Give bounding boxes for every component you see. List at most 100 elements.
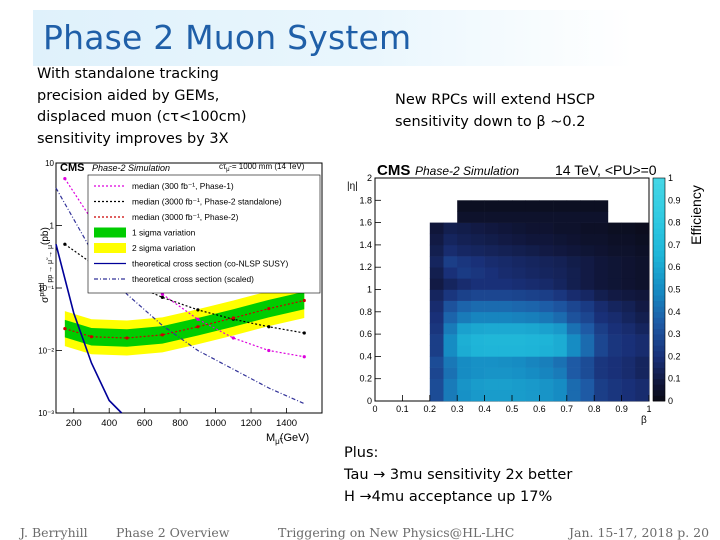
plus-line-prefix: H	[344, 489, 360, 505]
heatmap-cell	[621, 300, 636, 313]
plus-line-prefix: Tau	[344, 467, 374, 483]
heatmap-cell	[443, 256, 458, 268]
heatmap-cell	[443, 233, 458, 246]
heatmap-cell	[635, 322, 650, 335]
footer-date-page: Jan. 15-17, 2018 p. 20	[569, 525, 710, 540]
colorbar-segment	[653, 205, 665, 212]
heatmap-cell	[566, 322, 581, 335]
heatmap-cell	[635, 356, 650, 368]
heatmap-cell	[566, 345, 581, 357]
heatmap-cell	[484, 211, 499, 223]
cms-label: CMS	[60, 162, 84, 174]
x-tick-label: 0.7	[561, 404, 574, 414]
plus-line-higgs: H →4mu acceptance up 17%	[344, 486, 664, 508]
heatmap-cell	[498, 378, 513, 391]
heatmap-cell	[553, 267, 568, 279]
series-line	[64, 299, 305, 339]
heatmap-cell	[484, 367, 499, 379]
heatmap-cell	[553, 278, 568, 290]
colorbar-tick-label: 0.3	[668, 329, 681, 339]
heatmap-cell	[594, 244, 609, 257]
heatmap-cell	[539, 367, 554, 379]
y-axis-process: pp → μ̃ → μ	[47, 245, 54, 283]
x-tick-label: 0.8	[588, 404, 601, 414]
series-point	[196, 308, 200, 312]
heatmap-cell	[470, 200, 485, 212]
series-point	[63, 242, 67, 246]
heatmap-cell	[607, 222, 622, 235]
heatmap-cell	[580, 267, 595, 279]
colorbar-tick-label: 1	[668, 173, 673, 183]
one-sigma-band	[64, 291, 305, 347]
heatmap-cell	[566, 367, 581, 379]
y-axis-label: σprodpp → μ̃ → μ(pb)	[39, 227, 54, 303]
heatmap-cell	[457, 200, 472, 212]
heatmap-cell	[525, 233, 540, 246]
heatmap-cell	[512, 378, 526, 391]
heatmap-cell	[553, 345, 568, 357]
heatmap-cell	[498, 278, 513, 290]
heatmap-cell	[470, 256, 485, 268]
y-axis-prod: prod	[39, 283, 46, 297]
legend-entry: 1 sigma variation	[132, 228, 196, 238]
heatmap-cell	[429, 267, 444, 279]
heatmap-cell	[566, 356, 581, 368]
heatmap-cell	[457, 300, 472, 313]
heatmap-cell	[580, 334, 595, 346]
heatmap-cell	[580, 311, 595, 324]
legend-entry: median (3000 fb⁻¹, Phase-2)	[132, 212, 239, 222]
heatmap-cell	[429, 289, 444, 301]
colorbar-segment	[653, 272, 665, 279]
colorbar-segment	[653, 317, 665, 324]
heatmap-cell	[553, 322, 568, 335]
heatmap-cell	[607, 322, 622, 335]
colorbar-segment	[653, 256, 665, 263]
heatmap-cell	[635, 311, 650, 324]
heatmap-cell	[635, 378, 650, 391]
heatmap-cell	[566, 278, 581, 290]
heatmap-cell	[498, 256, 513, 268]
heatmap-cell	[512, 267, 526, 279]
colorbar-segment	[653, 300, 665, 307]
heatmap-cell	[621, 345, 636, 357]
heatmap-cell	[512, 367, 526, 379]
heatmap-cell	[553, 300, 568, 313]
heatmap-cell	[498, 334, 513, 346]
y-tick-label: 10⁻²	[38, 347, 54, 356]
simulation-label: Phase-2 Simulation	[92, 163, 170, 173]
left-text-line: precision aided by GEMs,	[37, 87, 220, 104]
colorbar-segment	[653, 367, 665, 374]
heatmap-cell	[607, 267, 622, 279]
heatmap-cell	[457, 289, 472, 301]
y-tick-label: 10	[45, 159, 54, 168]
heatmap-cell	[580, 356, 595, 368]
heatmap-cell	[470, 267, 485, 279]
heatmap-cell	[621, 322, 636, 335]
heatmap-cell	[621, 256, 636, 268]
y-axis-sigma: σ	[40, 296, 51, 303]
heatmap-cell	[539, 356, 554, 368]
heatmap-cell	[580, 200, 595, 212]
heatmap-cell	[512, 200, 526, 212]
heatmap-cell	[484, 267, 499, 279]
heatmap-cell	[429, 356, 444, 368]
heatmap-cell	[470, 211, 485, 223]
heatmap-cell	[457, 322, 472, 335]
heatmap-cell	[429, 378, 444, 391]
heatmap-cell	[594, 378, 609, 391]
heatmap-cell	[566, 256, 581, 268]
colorbar-tick-label: 0.5	[668, 285, 681, 295]
colorbar-segment	[653, 345, 665, 352]
heatmap-cell	[553, 211, 568, 223]
heatmap-cell	[539, 300, 554, 313]
heatmap-cell	[498, 233, 513, 246]
heatmap-cell	[498, 267, 513, 279]
colorbar-frame	[652, 177, 666, 402]
heatmap-cell	[443, 311, 458, 324]
heatmap-cell	[443, 334, 458, 346]
page-title: Phase 2 Muon System	[43, 18, 412, 57]
x-axis-unit: (GeV)	[280, 432, 309, 444]
heatmap-cell	[607, 300, 622, 313]
heatmap-cell	[484, 289, 499, 301]
colorbar-segment	[653, 389, 665, 396]
